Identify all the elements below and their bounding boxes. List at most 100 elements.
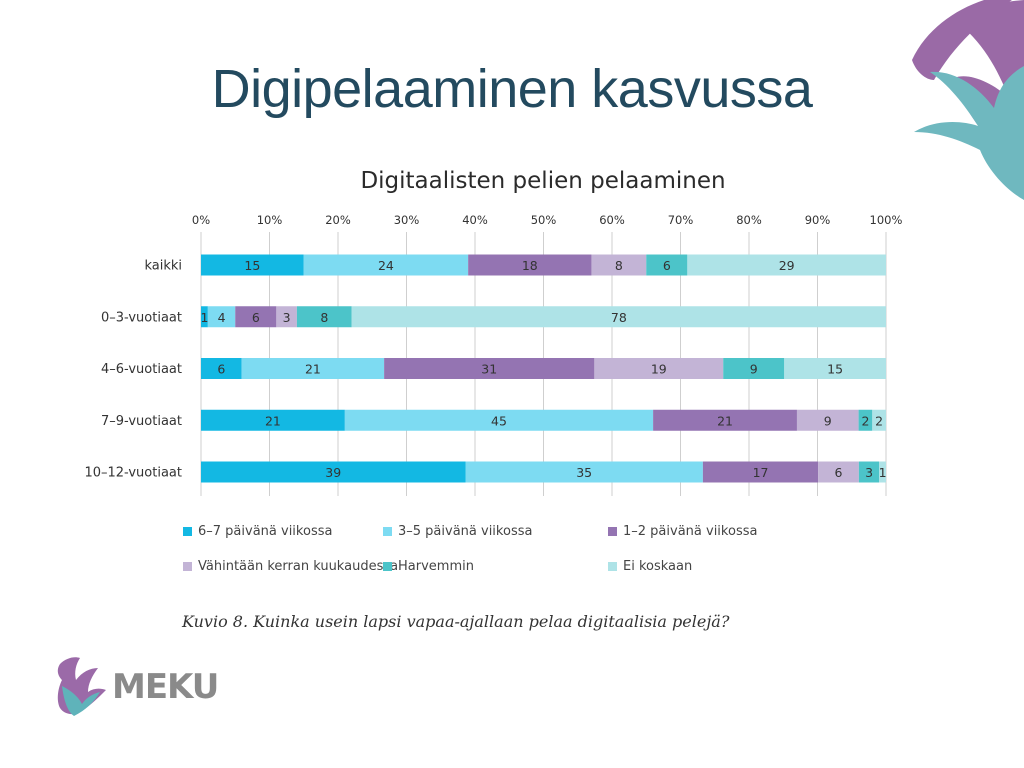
bar-segment <box>207 306 236 328</box>
bar-segment <box>653 409 797 431</box>
bar-segment <box>201 358 242 379</box>
data-label: 15 <box>244 258 260 273</box>
legend-swatch <box>383 562 392 571</box>
legend-item: 3–5 päivänä viikossa <box>383 524 532 539</box>
data-label: 78 <box>611 310 627 325</box>
legend-label: Harvemmin <box>398 559 474 574</box>
data-label: 9 <box>750 362 758 377</box>
legend-swatch <box>608 562 617 571</box>
legend-label: 6–7 päivänä viikossa <box>198 524 333 539</box>
deco-teal-leaf <box>914 66 1024 200</box>
data-label: 39 <box>325 465 341 480</box>
bar-segment <box>296 306 352 328</box>
data-label: 6 <box>835 465 843 480</box>
data-label: 24 <box>378 258 394 273</box>
legend-item: Harvemmin <box>383 559 474 574</box>
bar-segment <box>687 254 886 276</box>
legend-swatch <box>183 562 192 571</box>
decorative-hand-graphic <box>912 0 1024 200</box>
bar-segment <box>351 306 886 328</box>
bar-segment <box>858 461 880 483</box>
bar-segment <box>276 306 297 328</box>
data-label: 6 <box>217 362 225 377</box>
bar-segment <box>344 409 654 431</box>
data-label: 19 <box>651 362 667 377</box>
category-label: 10–12-vuotiaat <box>84 466 182 481</box>
data-label: 17 <box>753 465 769 480</box>
data-label: 31 <box>481 362 497 377</box>
data-label: 21 <box>265 413 281 428</box>
legend-item: 6–7 päivänä viikossa <box>183 524 332 539</box>
legend-label: 1–2 päivänä viikossa <box>623 524 758 539</box>
bar-segment <box>594 358 724 379</box>
legend-label: Ei koskaan <box>623 559 693 574</box>
chart-title: Digitaalisten pelien pelaaminen <box>360 168 726 194</box>
bar-segment <box>872 409 886 431</box>
x-tick-label: 60% <box>599 213 625 227</box>
data-label: 4 <box>218 310 226 325</box>
data-label: 3 <box>865 465 873 480</box>
data-label: 3 <box>283 310 291 325</box>
bar-segment <box>796 409 859 431</box>
x-tick-label: 20% <box>325 213 351 227</box>
data-label: 15 <box>827 362 843 377</box>
category-label: 7–9-vuotiaat <box>101 414 182 429</box>
bar-segment <box>858 409 873 431</box>
bar-segment <box>465 461 703 483</box>
bar-segment <box>818 461 859 483</box>
data-label: 1 <box>200 310 208 325</box>
bar-segment <box>702 461 819 483</box>
legend-item: 1–2 päivänä viikossa <box>608 524 757 539</box>
x-tick-label: 40% <box>462 213 488 227</box>
data-label: 6 <box>252 310 260 325</box>
data-label: 45 <box>491 413 507 428</box>
legend-label: 3–5 päivänä viikossa <box>398 524 533 539</box>
x-tick-label: 90% <box>805 213 831 227</box>
data-label: 21 <box>305 362 321 377</box>
stacked-bar-chart: 0% 10% 20% 30% 40% 50% 60% 70% 80% 90% 100% kaikki 1… <box>84 213 903 496</box>
x-tick-label: 50% <box>531 213 557 227</box>
category-label: 0–3-vuotiaat <box>101 310 182 325</box>
legend-item: Vähintään kerran kuukaudessa <box>183 559 398 574</box>
legend-swatch <box>608 527 617 536</box>
data-label: 8 <box>320 310 328 325</box>
bar-segment <box>646 254 688 276</box>
bar-segment <box>879 461 886 483</box>
data-label: 1 <box>879 465 887 480</box>
x-tick-label: 10% <box>257 213 283 227</box>
x-tick-label: 0% <box>192 213 210 227</box>
bar-segment <box>384 358 595 379</box>
data-label: 35 <box>576 465 592 480</box>
bar-segment <box>784 358 886 379</box>
category-label: 4–6-vuotiaat <box>101 362 182 377</box>
legend-swatch <box>383 527 392 536</box>
deco-purple-finger <box>912 0 1012 80</box>
data-label: 9 <box>824 413 832 428</box>
bar-segment <box>723 358 785 379</box>
meku-logo: MEKU <box>52 656 219 718</box>
data-label: 29 <box>779 258 795 273</box>
x-tick-label: 30% <box>394 213 420 227</box>
legend-item: Ei koskaan <box>608 559 692 574</box>
bar-segment <box>303 254 469 276</box>
data-label: 21 <box>717 413 733 428</box>
data-label: 2 <box>861 413 869 428</box>
category-label: kaikki <box>144 259 182 274</box>
bar-segment <box>235 306 277 328</box>
legend-swatch <box>183 527 192 536</box>
bar-segment <box>201 306 208 328</box>
bar-segment <box>201 254 304 276</box>
meku-hand-icon <box>57 657 106 716</box>
bar-segment <box>591 254 647 276</box>
legend-label: Vähintään kerran kuukaudessa <box>198 559 399 574</box>
bar-segment <box>241 358 385 379</box>
bar-segment <box>468 254 592 276</box>
x-tick-label: 80% <box>736 213 762 227</box>
bar-segment <box>201 461 466 483</box>
data-label: 18 <box>522 258 538 273</box>
data-label: 2 <box>875 413 883 428</box>
slide-title: Digipelaaminen kasvussa <box>211 59 813 119</box>
x-tick-label: 70% <box>668 213 694 227</box>
figure-caption: Kuvio 8. Kuinka usein lapsi vapaa-ajalla… <box>182 612 730 631</box>
data-label: 6 <box>663 258 671 273</box>
